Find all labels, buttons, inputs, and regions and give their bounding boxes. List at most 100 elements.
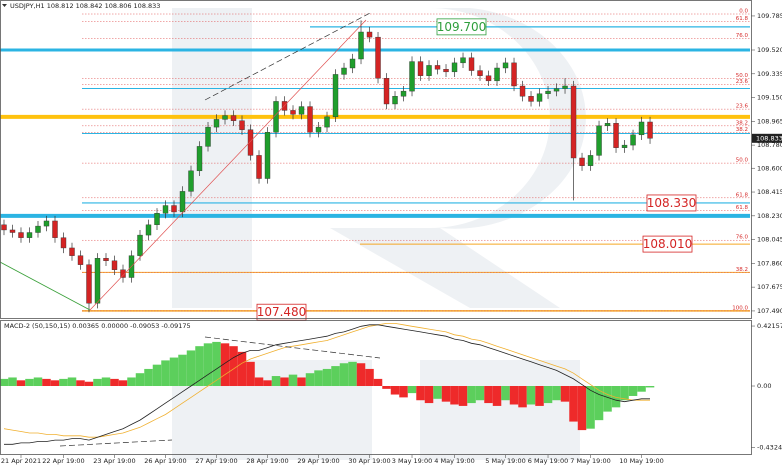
histogram-bar (390, 386, 400, 395)
x-tick-label: 21 Apr 2021 (1, 457, 41, 465)
histogram-bar (450, 386, 459, 405)
last-price-box (752, 133, 782, 143)
histogram-bar (501, 386, 510, 401)
histogram-bar (526, 386, 536, 405)
x-tick-label: 28 Apr 19:00 (246, 457, 288, 465)
price-box (642, 235, 693, 253)
histogram-bar (611, 386, 621, 408)
x-tick-label: 6 May 19:00 (528, 457, 568, 465)
candle-body (137, 234, 143, 256)
y-tick-label: 108.230 (757, 212, 782, 220)
candle-body (77, 255, 84, 265)
candle-body (256, 155, 262, 179)
price-box-label: 108.010 (643, 237, 693, 251)
candle-body (460, 57, 466, 64)
x-tick-label: 30 Apr 19:00 (348, 457, 390, 465)
candle-body (536, 93, 543, 102)
fib-label: 100.0 (732, 305, 748, 311)
histogram-bar (144, 368, 153, 387)
price-box-label: 108.330 (647, 196, 697, 210)
watermark-lower (420, 360, 580, 460)
histogram-bar (212, 341, 221, 387)
x-tick-label: 29 Apr 19:00 (297, 457, 339, 465)
candle-body (1, 224, 7, 231)
candle-body (468, 57, 475, 71)
histogram-bar (509, 386, 519, 405)
histogram-bar (348, 361, 357, 387)
x-tick-label: 23 Apr 19:00 (93, 457, 135, 465)
y-tick-label: -0.43245 (757, 444, 782, 452)
x-tick-label: 3 May 19:00 (392, 457, 432, 465)
candle-body (613, 123, 619, 148)
histogram-bar (552, 386, 561, 401)
marks (0, 20, 655, 445)
candle-body (43, 220, 50, 227)
x-tick-label: 10 May 19:00 (619, 457, 664, 465)
fib-label: 61.8 (736, 16, 749, 22)
histogram-bar (322, 368, 332, 387)
fib-label: 0.0 (739, 9, 748, 15)
histogram-bar (577, 386, 587, 431)
histogram-bar (560, 386, 570, 402)
candle-body (26, 232, 33, 238)
trend-line (204, 336, 381, 359)
histogram-bar (195, 346, 204, 387)
price-box (646, 194, 697, 212)
candle-body (230, 115, 237, 121)
price-panel-frame (0, 0, 752, 319)
histogram-bar (0, 378, 9, 387)
watermark-bowl (252, 8, 586, 308)
histogram-bar (280, 377, 289, 387)
candle-body (315, 126, 322, 133)
trend-line (0, 261, 91, 311)
candle-body (103, 258, 109, 262)
candle-body (511, 62, 517, 87)
candle-body (247, 129, 254, 156)
candle-body (196, 146, 203, 172)
candle-body (324, 116, 330, 128)
candle-body (205, 126, 211, 147)
histogram-bar (127, 377, 136, 387)
histogram-bar (535, 386, 544, 406)
histogram-bar (93, 378, 102, 387)
candle-body (69, 247, 75, 256)
trend-line (204, 11, 373, 101)
candle-body (111, 260, 118, 270)
y-tick-label: 109.150 (757, 94, 782, 102)
histogram-bar (365, 368, 374, 387)
header-arrow (2, 4, 7, 7)
histogram-bar (263, 380, 272, 387)
histogram-bar (586, 386, 595, 429)
fib-label: 38.2 (736, 267, 748, 273)
candle-body (52, 220, 58, 238)
candle-body (162, 205, 169, 214)
fib-label: 23.6 (736, 79, 749, 85)
candle-body (443, 69, 449, 73)
last-price-label: 108.833 (756, 134, 782, 142)
x-tick-label: 27 Apr 19:00 (195, 457, 237, 465)
histogram-bar (220, 343, 230, 387)
candle-body (383, 78, 390, 105)
y-tick-label: 108.965 (757, 117, 782, 125)
candle-body (222, 115, 228, 120)
price-box-label: 107.480 (257, 305, 307, 319)
histogram-bar (458, 386, 468, 406)
histogram-bar (407, 386, 417, 394)
candle-body (604, 123, 611, 127)
histogram-bar (314, 370, 323, 387)
y-tick-label: 108.415 (757, 188, 782, 196)
fib-label: 50.0 (736, 73, 749, 79)
histogram-bar (620, 386, 629, 401)
macd-line (4, 324, 650, 445)
histogram-bar (399, 386, 408, 398)
histogram-bar (356, 363, 366, 387)
histogram-bar (416, 386, 425, 401)
fib-label: 38.2 (736, 120, 748, 126)
price-box-label: 109.700 (437, 20, 487, 34)
fib-label: 50.0 (736, 158, 749, 164)
candle-body (502, 62, 509, 69)
histogram-bar (8, 377, 17, 387)
candle-body (647, 121, 653, 139)
